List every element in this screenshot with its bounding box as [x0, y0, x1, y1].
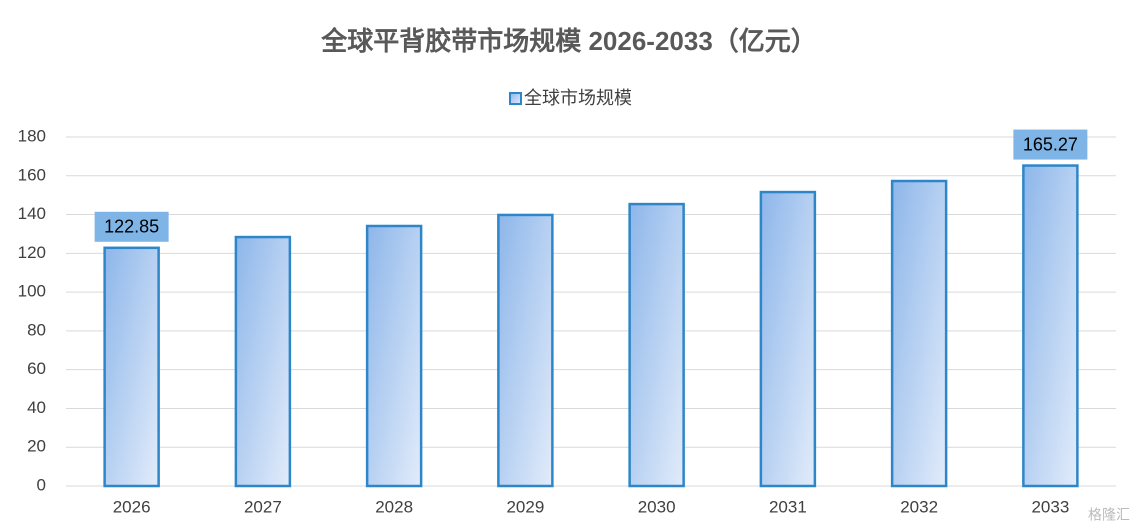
y-tick-label: 100	[18, 282, 46, 301]
bar	[628, 202, 685, 488]
data-label: 122.85	[104, 217, 159, 237]
y-tick-label: 80	[27, 320, 46, 339]
y-tick-label: 60	[27, 359, 46, 378]
x-tick-label: 2026	[113, 497, 151, 516]
y-tick-label: 160	[18, 165, 46, 184]
x-tick-label: 2030	[638, 497, 676, 516]
y-tick-label: 20	[27, 437, 46, 456]
y-tick-label: 40	[27, 398, 46, 417]
bar	[890, 179, 948, 488]
x-tick-label: 2033	[1031, 497, 1069, 516]
data-label-box	[94, 211, 169, 242]
legend-swatch	[509, 92, 522, 105]
x-tick-label: 2031	[769, 497, 807, 516]
legend-label: 全球市场规模	[524, 88, 632, 108]
bar	[234, 235, 292, 488]
watermark: 格隆汇	[1088, 507, 1130, 523]
x-tick-label: 2032	[900, 497, 938, 516]
data-label-box	[1013, 129, 1088, 160]
bar	[103, 246, 160, 488]
bar	[1022, 164, 1079, 488]
data-label: 165.27	[1023, 134, 1078, 154]
y-tick-label: 180	[18, 126, 46, 145]
y-tick-label: 120	[18, 243, 46, 262]
bar	[365, 224, 423, 488]
chart-title: 全球平背胶带市场规模 2026-2033（亿元）	[320, 26, 817, 56]
x-tick-label: 2028	[375, 497, 413, 516]
x-tick-label: 2027	[244, 497, 282, 516]
x-tick-label: 2029	[506, 497, 544, 516]
bar	[759, 190, 817, 488]
y-tick-label: 140	[18, 204, 46, 223]
bar	[497, 213, 554, 488]
y-tick-label: 0	[37, 475, 46, 494]
